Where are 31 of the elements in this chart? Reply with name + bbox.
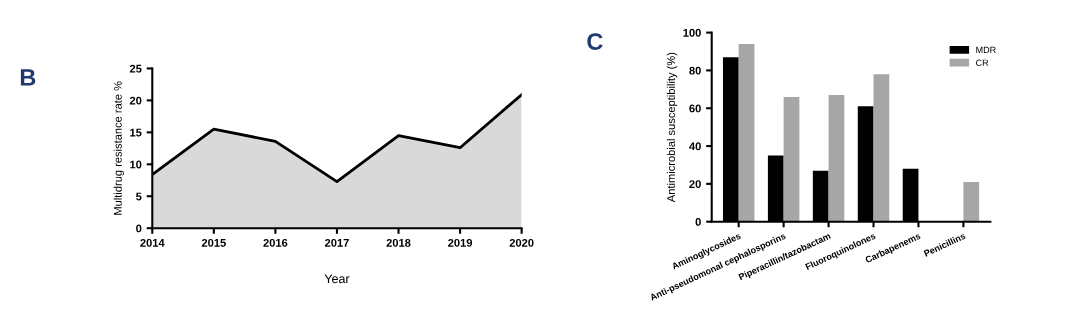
legend-label: CR xyxy=(976,59,989,66)
y-tick-label: 100 xyxy=(683,28,701,37)
x-tick-label: 2019 xyxy=(448,238,473,247)
x-tick-label: 2017 xyxy=(324,238,349,247)
y-tick-label: 80 xyxy=(689,66,701,75)
x-axis-title: Year xyxy=(324,274,350,284)
y-tick-label: 5 xyxy=(136,192,142,201)
x-tick-label: 2014 xyxy=(140,238,165,247)
y-tick-label: 0 xyxy=(136,224,142,233)
bar xyxy=(783,96,800,222)
text: C xyxy=(587,33,603,50)
y-axis-title: Antimicrobial susceptibility (%) xyxy=(666,52,678,203)
y-tick-label: 20 xyxy=(129,96,142,105)
y-tick-label: 40 xyxy=(689,142,701,151)
y-tick-label: 15 xyxy=(130,128,142,137)
bar xyxy=(873,74,890,222)
y-tick-label: 0 xyxy=(695,217,701,226)
bar xyxy=(738,43,755,222)
x-tick-label: 2020 xyxy=(509,238,534,247)
y-tick-label: 20 xyxy=(689,180,701,188)
x-tick-label: 2016 xyxy=(263,238,288,247)
x-tick-label: 2015 xyxy=(201,238,226,247)
bar xyxy=(828,95,845,222)
y-tick-label: 10 xyxy=(130,160,142,169)
legend-label: MDR xyxy=(976,46,996,53)
y-tick-label: 25 xyxy=(129,64,142,73)
bar xyxy=(963,181,980,222)
y-axis-title: Multidrug resistance rate % xyxy=(113,81,124,215)
y-tick-label: 60 xyxy=(689,104,701,113)
text: B xyxy=(20,69,36,86)
x-tick-label: 2018 xyxy=(386,238,411,247)
